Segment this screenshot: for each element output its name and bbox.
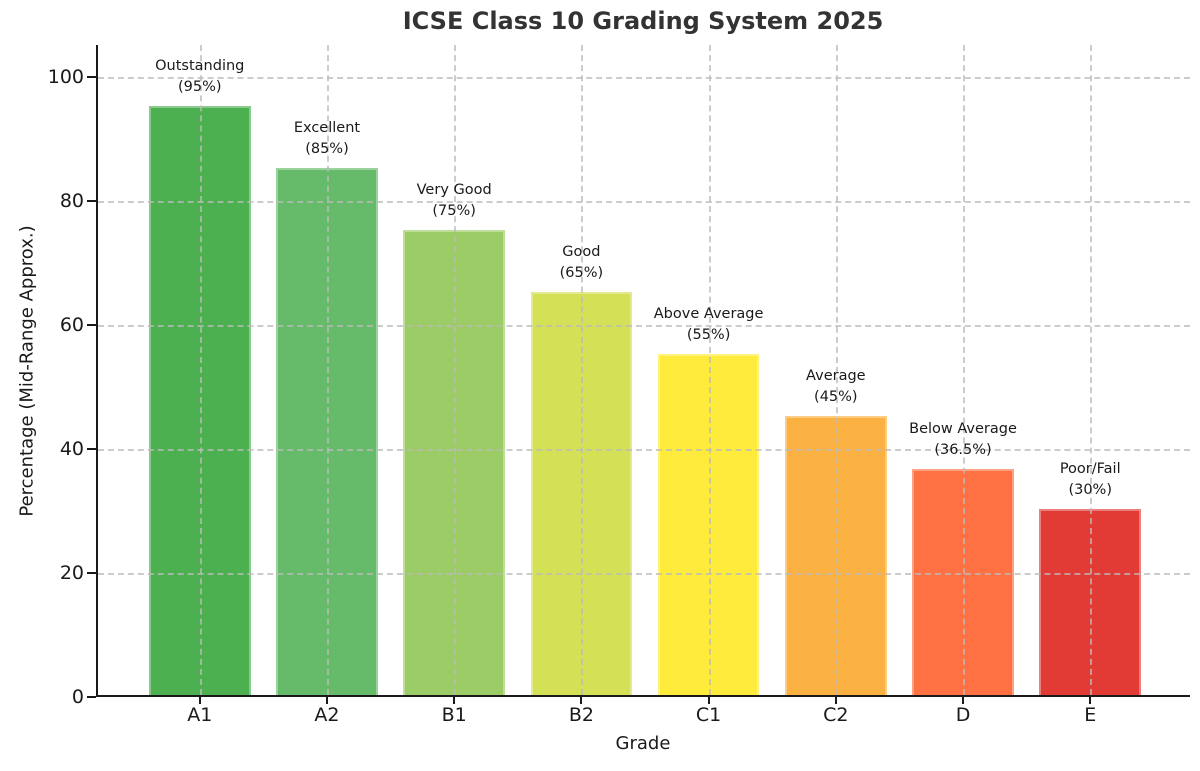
y-tick-mark — [87, 696, 96, 698]
bar-annotation: Outstanding (95%) — [155, 56, 244, 98]
y-tick-label: 0 — [71, 686, 84, 708]
y-tick-label: 20 — [59, 562, 84, 585]
bar-b2 — [530, 292, 633, 695]
annotation-grade-description: Poor/Fail — [1059, 461, 1121, 478]
y-tick-label: 40 — [59, 438, 84, 461]
x-tick-label: B1 — [441, 704, 467, 726]
bar-annotation: Poor/Fail (30%) — [1060, 459, 1121, 501]
annotation-percentage: (75%) — [432, 203, 476, 220]
x-tick-label: A2 — [314, 704, 340, 726]
x-tick-mark — [962, 697, 965, 704]
h-gridline — [98, 201, 1190, 204]
h-gridline — [98, 325, 1190, 328]
h-gridline — [98, 77, 1190, 80]
y-tick-mark — [87, 324, 96, 327]
y-tick-mark — [87, 572, 96, 575]
bar-annotation: Above Average (55%) — [654, 304, 764, 346]
x-tick-label: C1 — [695, 704, 722, 726]
x-tick-mark — [453, 697, 456, 704]
h-gridline — [98, 449, 1190, 452]
x-tick-mark — [325, 697, 328, 704]
y-tick-label: 80 — [59, 190, 84, 213]
bar-c2 — [784, 416, 887, 695]
chart-title: ICSE Class 10 Grading System 2025 — [402, 7, 884, 35]
y-tick-label: 100 — [47, 66, 84, 89]
x-tick-mark — [707, 697, 710, 704]
bar-c1 — [657, 354, 760, 695]
bar-annotation: Very Good (75%) — [417, 180, 492, 222]
y-tick-mark — [87, 448, 96, 451]
bar-annotation: Good (65%) — [560, 242, 604, 284]
bar-a2 — [276, 168, 378, 695]
x-tick-mark — [198, 697, 201, 704]
x-tick-label: D — [955, 704, 971, 726]
x-axis-label: Grade — [615, 733, 671, 754]
y-tick-mark — [87, 200, 96, 203]
x-tick-mark — [834, 697, 837, 704]
annotation-percentage: (36.5%) — [934, 441, 992, 458]
x-tick-mark — [580, 697, 583, 704]
annotation-grade-description: Average — [806, 368, 866, 385]
annotation-grade-description: Good — [562, 244, 601, 261]
bar-d — [912, 468, 1014, 695]
y-tick-mark — [87, 76, 96, 79]
annotation-percentage: (65%) — [559, 265, 604, 282]
plot-area: 0 20 40 60 80 100 A1 Outstanding (95%) A2 Excellen… — [48, 45, 1190, 726]
x-tick-label: B2 — [568, 704, 594, 726]
x-tick-mark — [1089, 697, 1092, 704]
h-gridline — [98, 573, 1190, 576]
x-tick-label: A1 — [187, 704, 213, 726]
annotation-percentage: (45%) — [814, 389, 858, 406]
x-tick-label: C2 — [823, 704, 849, 726]
annotation-percentage: (55%) — [686, 327, 731, 344]
bar-a1 — [148, 106, 251, 695]
y-tick-label: 60 — [59, 314, 84, 337]
annotation-grade-description: Very Good — [416, 182, 492, 199]
annotation-grade-description: Outstanding — [155, 58, 245, 75]
bar-annotation: Average (45%) — [806, 366, 866, 408]
annotation-percentage: (95%) — [177, 79, 222, 96]
annotation-percentage: (85%) — [305, 141, 349, 158]
annotation-grade-description: Excellent — [293, 120, 361, 137]
y-axis-label: Percentage (Mid-Range Approx.) — [16, 225, 38, 517]
annotation-percentage: (30%) — [1068, 482, 1112, 499]
annotation-grade-description: Above Average — [653, 306, 764, 323]
bar-b1 — [403, 230, 506, 695]
x-tick-label: E — [1084, 704, 1097, 726]
bar-e — [1039, 509, 1142, 695]
bar-annotation: Excellent (85%) — [294, 118, 360, 160]
annotation-grade-description: Below Average — [909, 420, 1017, 437]
bar-annotation: Below Average (36.5%) — [909, 419, 1017, 461]
